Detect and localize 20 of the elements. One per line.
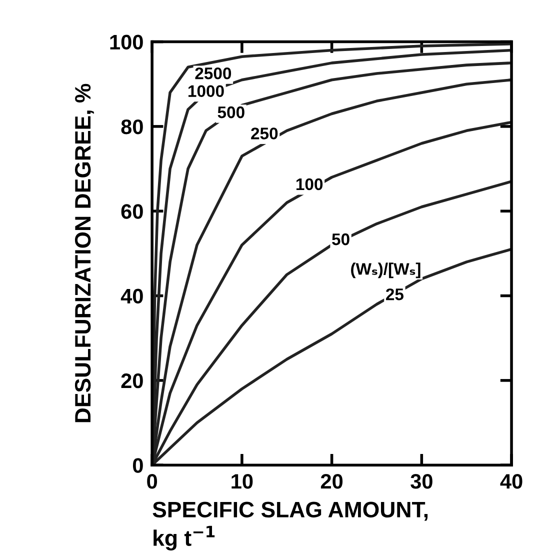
annotation: 25 bbox=[386, 288, 404, 300]
x-tick-label: 30 bbox=[410, 474, 432, 489]
y-tick-label: 20 bbox=[121, 373, 143, 388]
x-tick-label: 40 bbox=[500, 474, 522, 489]
y-tick-label: 40 bbox=[120, 288, 143, 304]
y-tick-label: 60 bbox=[121, 204, 143, 219]
annotation: 2500 bbox=[195, 67, 232, 80]
annotation: (Wₛ)/[Wₛ] bbox=[351, 262, 420, 278]
x-tick-label: 10 bbox=[232, 474, 253, 489]
x-tick-label: 20 bbox=[320, 474, 343, 489]
x-tick-label: 0 bbox=[147, 474, 158, 489]
annotation: 500 bbox=[218, 106, 244, 118]
y-axis-title: DESULFURIZATION DEGREE, % bbox=[74, 84, 94, 422]
y-tick-label: 80 bbox=[121, 119, 143, 134]
annotation: 250 bbox=[251, 128, 278, 140]
y-tick-label: 0 bbox=[132, 458, 143, 473]
annotation: 100 bbox=[296, 178, 323, 190]
y-tick-label: 100 bbox=[110, 34, 143, 50]
annotation: 50 bbox=[332, 233, 350, 246]
x-axis-title: SPECIFIC SLAG AMOUNT, kg t$^{−1}$ bbox=[152, 502, 428, 550]
